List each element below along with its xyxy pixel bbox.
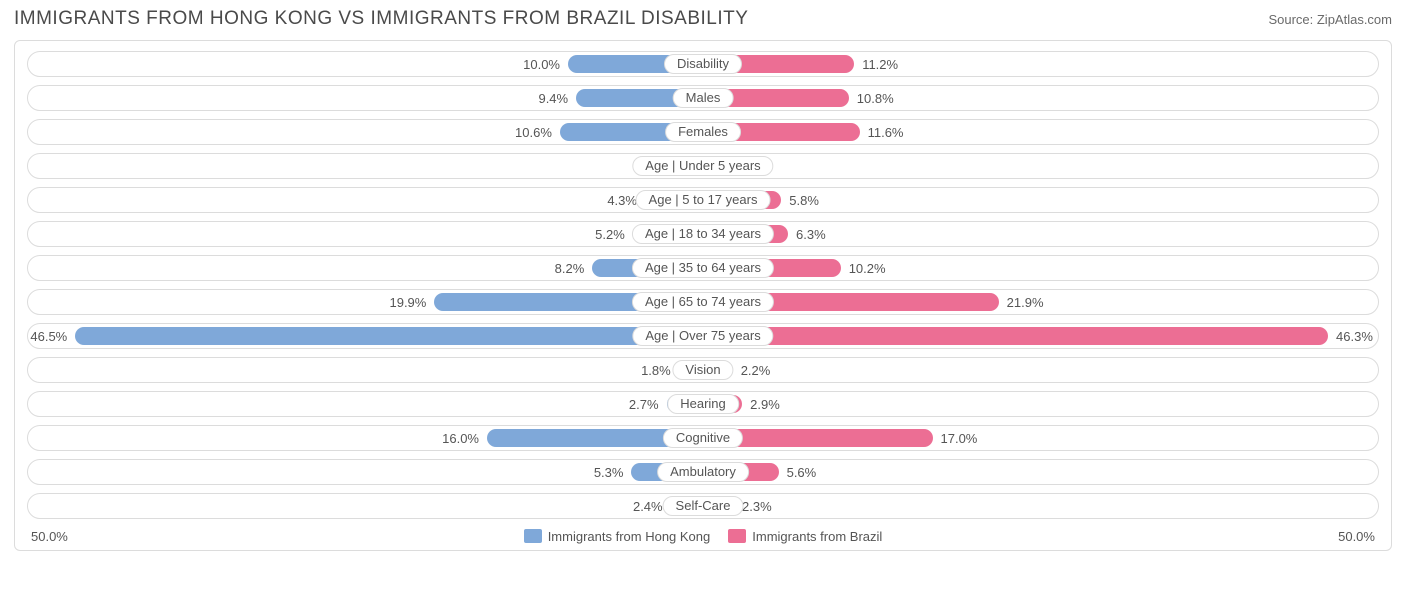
value-label-left: 10.0%	[523, 52, 560, 78]
value-label-right: 2.9%	[750, 392, 780, 418]
value-label-right: 11.6%	[868, 120, 904, 146]
chart-row: 2.7% 2.9% Hearing	[27, 391, 1379, 417]
category-label: Age | 35 to 64 years	[632, 258, 774, 278]
axis-row: 50.0% Immigrants from Hong Kong Immigran…	[27, 527, 1379, 546]
source-attribution: Source: ZipAtlas.com	[1268, 12, 1392, 27]
legend-swatch-right	[728, 529, 746, 543]
chart-row: 19.9% 21.9% Age | 65 to 74 years	[27, 289, 1379, 315]
category-label: Self-Care	[663, 496, 744, 516]
value-label-right: 46.3%	[1336, 324, 1373, 350]
category-label: Age | 65 to 74 years	[632, 292, 774, 312]
category-label: Age | Under 5 years	[632, 156, 773, 176]
value-label-left: 46.5%	[30, 324, 67, 350]
axis-max-right: 50.0%	[1338, 529, 1375, 544]
legend-swatch-left	[524, 529, 542, 543]
value-label-right: 10.2%	[849, 256, 886, 282]
value-label-right: 5.8%	[789, 188, 819, 214]
bar-right	[703, 327, 1328, 345]
legend-label-left: Immigrants from Hong Kong	[548, 529, 711, 544]
value-label-left: 4.3%	[607, 188, 637, 214]
chart-container: IMMIGRANTS FROM HONG KONG VS IMMIGRANTS …	[0, 0, 1406, 557]
category-label: Females	[665, 122, 741, 142]
value-label-right: 10.8%	[857, 86, 894, 112]
category-label: Age | 5 to 17 years	[636, 190, 771, 210]
category-label: Males	[673, 88, 734, 108]
source-prefix: Source:	[1268, 12, 1316, 27]
chart-row: 10.0% 11.2% Disability	[27, 51, 1379, 77]
chart-row: 10.6% 11.6% Females	[27, 119, 1379, 145]
value-label-left: 8.2%	[555, 256, 585, 282]
chart-row: 4.3% 5.8% Age | 5 to 17 years	[27, 187, 1379, 213]
value-label-left: 1.8%	[641, 358, 671, 384]
value-label-left: 5.2%	[595, 222, 625, 248]
value-label-right: 2.2%	[741, 358, 771, 384]
category-label: Age | 18 to 34 years	[632, 224, 774, 244]
value-label-right: 5.6%	[787, 460, 817, 486]
source-name: ZipAtlas.com	[1317, 12, 1392, 27]
chart-row: 2.4% 2.3%Self-Care	[27, 493, 1379, 519]
category-label: Ambulatory	[657, 462, 749, 482]
value-label-left: 9.4%	[538, 86, 568, 112]
chart-row: 1.8% 2.2% Vision	[27, 357, 1379, 383]
category-label: Age | Over 75 years	[632, 326, 773, 346]
value-label-left: 5.3%	[594, 460, 624, 486]
legend: Immigrants from Hong Kong Immigrants fro…	[524, 529, 883, 544]
chart-row: 5.2% 6.3% Age | 18 to 34 years	[27, 221, 1379, 247]
chart-row: 16.0% 17.0% Cognitive	[27, 425, 1379, 451]
rows-host: 10.0%11.2%Disability9.4%10.8%Males10.6%1…	[27, 51, 1379, 519]
legend-label-right: Immigrants from Brazil	[752, 529, 882, 544]
value-label-left: 10.6%	[515, 120, 552, 146]
value-label-left: 16.0%	[442, 426, 479, 452]
chart-row: 5.3% 5.6% Ambulatory	[27, 459, 1379, 485]
category-label: Disability	[664, 54, 742, 74]
value-label-left: 19.9%	[389, 290, 426, 316]
category-label: Cognitive	[663, 428, 743, 448]
category-label: Vision	[672, 360, 733, 380]
value-label-right: 21.9%	[1007, 290, 1044, 316]
value-label-left: 2.7%	[629, 392, 659, 418]
chart-row: 8.2% 10.2% Age | 35 to 64 years	[27, 255, 1379, 281]
chart-row: 9.4% 10.8% Males	[27, 85, 1379, 111]
value-label-right: 17.0%	[941, 426, 978, 452]
category-label: Hearing	[667, 394, 739, 414]
value-label-right: 11.2%	[862, 52, 898, 78]
legend-item-left: Immigrants from Hong Kong	[524, 529, 711, 544]
value-label-left: 2.4%	[633, 494, 663, 520]
page-title: IMMIGRANTS FROM HONG KONG VS IMMIGRANTS …	[14, 8, 748, 30]
chart-area: 10.0%11.2%Disability9.4%10.8%Males10.6%1…	[14, 40, 1392, 551]
legend-item-right: Immigrants from Brazil	[728, 529, 882, 544]
chart-row: 0.95%1.4%Age | Under 5 years	[27, 153, 1379, 179]
chart-row: 46.5% 46.3% Age | Over 75 years	[27, 323, 1379, 349]
value-label-right: 6.3%	[796, 222, 826, 248]
header: IMMIGRANTS FROM HONG KONG VS IMMIGRANTS …	[14, 8, 1392, 30]
axis-max-left: 50.0%	[31, 529, 68, 544]
value-label-right: 2.3%	[742, 494, 772, 520]
bar-left	[75, 327, 703, 345]
